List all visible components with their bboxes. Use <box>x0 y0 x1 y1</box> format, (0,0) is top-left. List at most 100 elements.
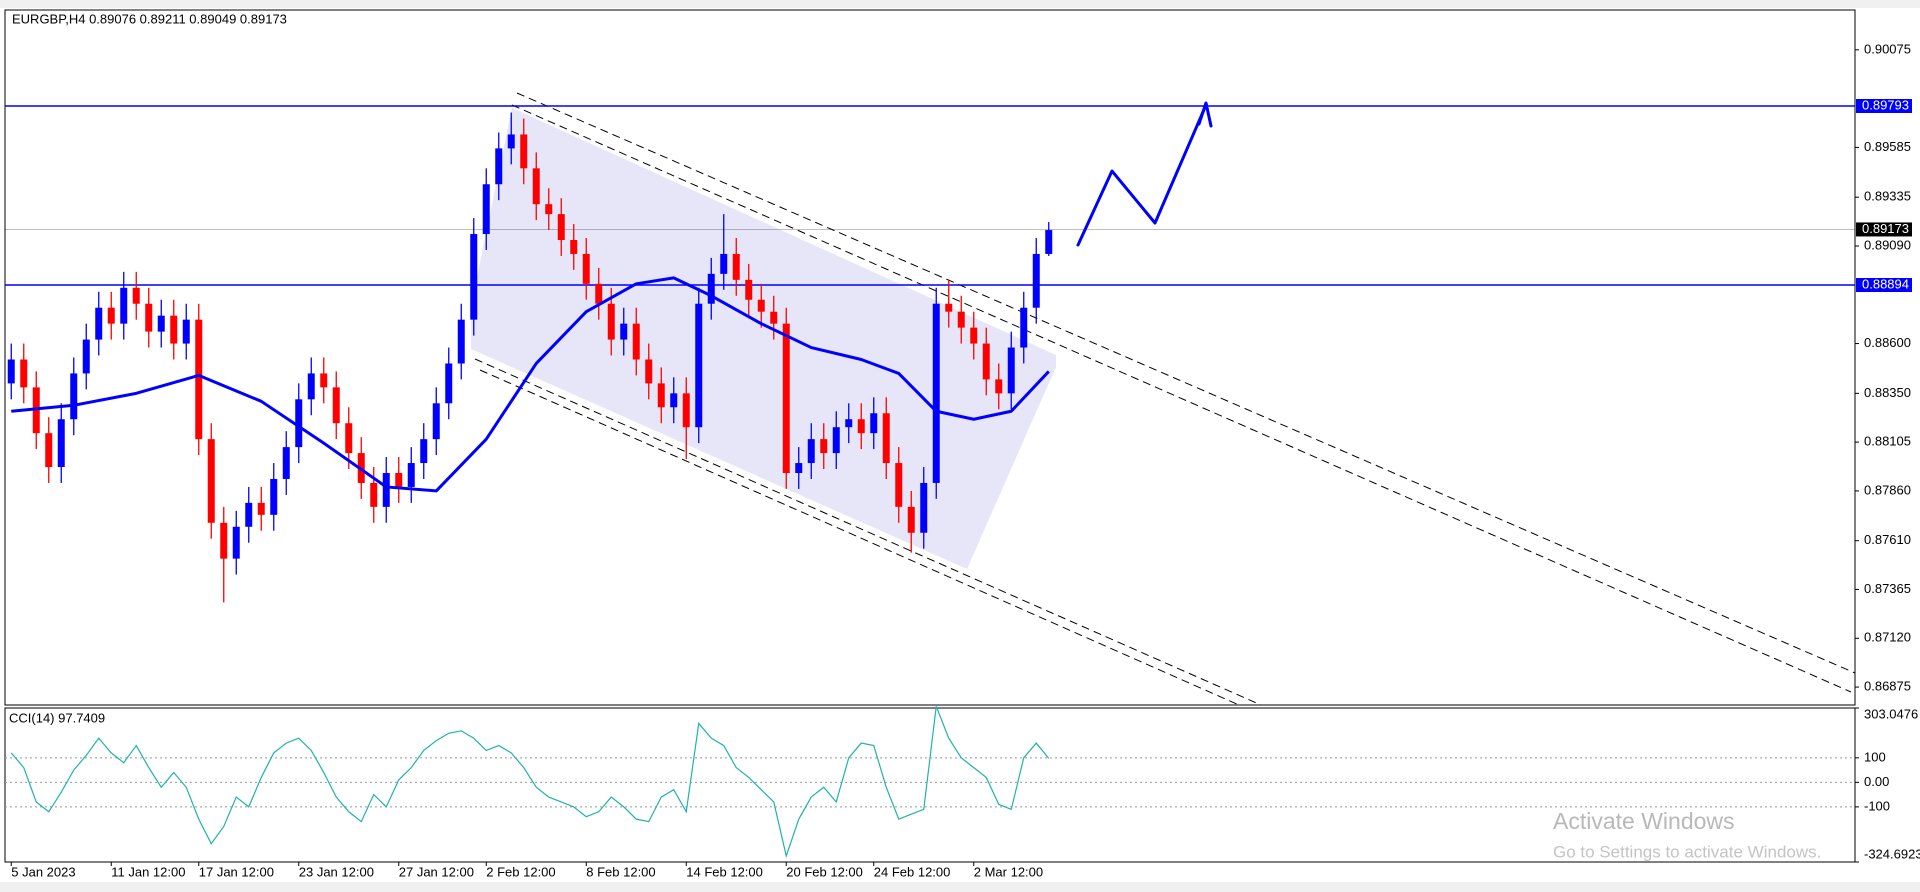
candle-body <box>632 323 640 360</box>
candle-body <box>682 393 690 428</box>
candle-body <box>745 279 753 300</box>
candle-body <box>832 427 840 454</box>
candle-body <box>907 506 915 533</box>
candle-body <box>595 283 603 304</box>
candle-body <box>932 303 940 483</box>
candle-body <box>795 463 803 474</box>
candle-body <box>870 413 878 434</box>
candle-body <box>107 307 115 324</box>
candle-body <box>920 482 928 533</box>
channel-shade <box>471 108 1056 569</box>
candle-body <box>770 311 778 324</box>
y-tick-label: 0.90075 <box>1864 41 1911 56</box>
level-box <box>1856 278 1912 293</box>
candle-body <box>457 319 465 364</box>
candle-body <box>20 359 28 388</box>
candle-body <box>420 439 428 464</box>
indicator-tick-label: 303.0476 <box>1864 706 1918 721</box>
candle-body <box>220 522 228 559</box>
y-tick-label: 0.87860 <box>1864 482 1911 497</box>
level-label: 0.89173 <box>1862 221 1909 236</box>
x-tick-label: 2 Feb 12:00 <box>486 864 555 879</box>
candle-body <box>407 463 415 487</box>
x-tick-label: 17 Jan 12:00 <box>199 864 274 879</box>
x-tick-label: 5 Jan 2023 <box>11 864 75 879</box>
y-tick-label: 0.89585 <box>1864 139 1911 154</box>
hand-arrow <box>1076 101 1213 247</box>
candle-body <box>170 315 178 344</box>
candle-body <box>1007 347 1015 394</box>
candle-body <box>82 339 90 374</box>
candle-body <box>1045 230 1053 254</box>
main-pane <box>4 9 1856 706</box>
candle-body <box>970 327 978 344</box>
candle-body <box>557 214 565 241</box>
y-tick-label: 0.86875 <box>1864 679 1911 694</box>
candle-body <box>45 433 53 468</box>
candle-body <box>507 134 515 149</box>
candle-body <box>307 373 315 400</box>
candle-body <box>607 303 615 340</box>
y-tick-label: 0.87365 <box>1864 581 1911 596</box>
candle-body <box>820 439 828 454</box>
candle-body <box>245 502 253 527</box>
candle-body <box>145 303 153 332</box>
candle-body <box>582 253 590 284</box>
candle-body <box>57 419 65 468</box>
candle-body <box>732 253 740 280</box>
y-tick-label: 0.88105 <box>1864 434 1911 449</box>
channel-line <box>511 104 1852 693</box>
candle-body <box>720 253 728 274</box>
candle-body <box>70 373 78 420</box>
x-tick-label: 24 Feb 12:00 <box>874 864 951 879</box>
candle-body <box>132 287 140 304</box>
candle-body <box>207 439 215 523</box>
candle-body <box>707 273 715 304</box>
indicator-title: CCI(14) 97.7409 <box>9 710 105 725</box>
candle-body <box>945 303 953 312</box>
candle-body <box>157 315 165 332</box>
candle-body <box>320 373 328 388</box>
channel-line <box>479 369 1240 706</box>
candle-body <box>845 419 853 428</box>
x-tick-label: 2 Mar 12:00 <box>974 864 1043 879</box>
candle-body <box>532 168 540 205</box>
x-tick-label: 23 Jan 12:00 <box>299 864 374 879</box>
candle-body <box>695 303 703 428</box>
cci-line <box>10 706 1050 859</box>
candle-body <box>370 482 378 507</box>
candle-body <box>657 383 665 408</box>
level-label: 0.89793 <box>1862 97 1909 112</box>
y-tick-label: 0.88600 <box>1864 335 1911 350</box>
candle-body <box>882 413 890 464</box>
level-box <box>1856 98 1912 113</box>
y-tick-label: 0.87120 <box>1864 630 1911 645</box>
candle-body <box>195 319 203 440</box>
candle-body <box>995 379 1003 394</box>
candle-body <box>982 343 990 380</box>
candle-body <box>782 323 790 474</box>
candle-body <box>957 311 965 328</box>
candle-body <box>495 148 503 185</box>
arrow-head <box>1197 101 1213 128</box>
channel-lines <box>474 92 1856 706</box>
plot <box>5 105 1855 859</box>
indicator-tick-label: -100 <box>1864 798 1890 813</box>
candle-body <box>470 234 478 320</box>
candle-body <box>95 307 103 340</box>
candle-body <box>257 502 265 515</box>
candle-body <box>382 473 390 507</box>
x-tick-label: 11 Jan 12:00 <box>111 864 185 879</box>
indicator-tick-label: -324.6923 <box>1864 846 1920 861</box>
candle-body <box>182 319 190 344</box>
indicator-tick-label: 100 <box>1864 749 1886 764</box>
level-box <box>1856 222 1912 237</box>
candle-body <box>895 463 903 507</box>
y-tick-label: 0.87610 <box>1864 532 1911 547</box>
bottom-strip <box>0 882 1920 892</box>
candle-body <box>482 184 490 235</box>
candle-body <box>645 359 653 384</box>
candle-body <box>332 387 340 424</box>
